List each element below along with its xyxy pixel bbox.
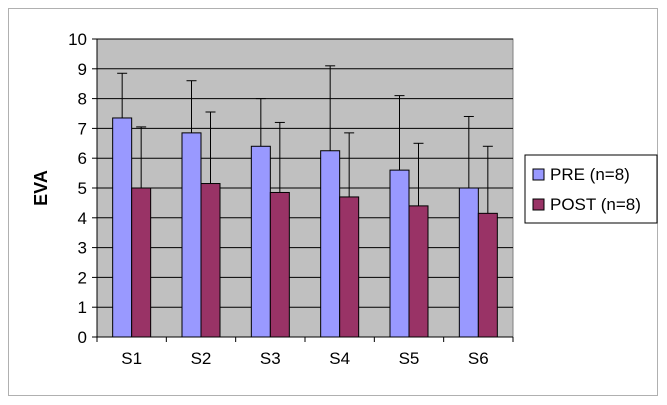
bar-pre-s5 <box>389 169 410 338</box>
y-tick-label: 9 <box>78 60 87 79</box>
chart-frame: 0 1 2 3 4 5 6 7 8 9 10 S1 S2 S3 S4 S5 S6 EVA PRE (n=8) P… <box>8 8 658 396</box>
bar-post-s5 <box>408 205 429 338</box>
y-tick-label: 6 <box>78 149 87 168</box>
y-tick-label: 8 <box>78 90 87 109</box>
y-tick-label: 5 <box>78 179 87 198</box>
bar-post-s2 <box>200 183 221 338</box>
bar-pre-s1 <box>112 117 133 338</box>
axes <box>92 38 514 342</box>
y-tick-labels: 0 1 2 3 4 5 6 7 8 9 10 <box>68 30 87 347</box>
y-tick-label: 4 <box>78 209 87 228</box>
error-bars <box>117 65 493 214</box>
y-tick-label: 7 <box>78 119 87 138</box>
bar-post-s1 <box>131 187 152 338</box>
x-tick-label: S2 <box>191 349 212 368</box>
bar-post-s4 <box>339 196 360 338</box>
x-tick-labels: S1 S2 S3 S4 S5 S6 <box>121 349 488 368</box>
bar-pre-s4 <box>320 150 341 338</box>
bar-pre-s6 <box>458 187 479 338</box>
legend: PRE (n=8) POST (n=8) <box>524 154 658 224</box>
legend-label: POST (n=8) <box>550 195 641 214</box>
y-axis-title: EVA <box>31 170 51 206</box>
x-tick-label: S6 <box>468 349 489 368</box>
legend-swatch <box>532 168 545 181</box>
x-tick-label: S1 <box>121 349 142 368</box>
x-tick-label: S4 <box>329 349 350 368</box>
bar-pre-s2 <box>181 132 202 338</box>
legend-label: PRE (n=8) <box>550 165 630 184</box>
legend-box <box>524 154 658 224</box>
bar-pre-s3 <box>250 145 271 338</box>
bar-post-s6 <box>477 212 498 338</box>
y-tick-label: 2 <box>78 268 87 287</box>
y-tick-label: 10 <box>68 30 87 49</box>
bar-post-s3 <box>269 191 290 338</box>
y-tick-label: 0 <box>78 328 87 347</box>
y-tick-label: 3 <box>78 239 87 258</box>
y-tick-label: 1 <box>78 298 87 317</box>
x-tick-label: S3 <box>260 349 281 368</box>
legend-swatch <box>532 198 545 211</box>
gridlines <box>97 38 513 308</box>
x-tick-label: S5 <box>399 349 420 368</box>
